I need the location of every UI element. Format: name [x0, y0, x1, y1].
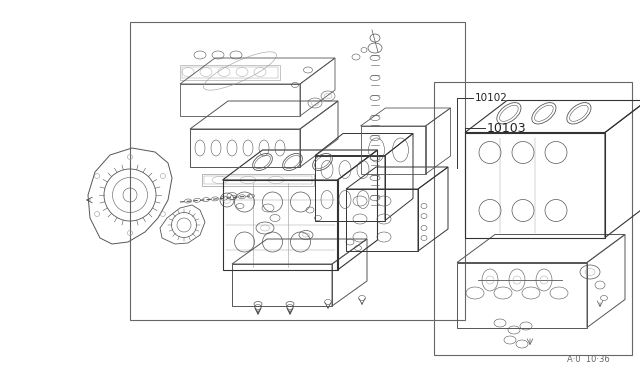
Text: 10102: 10102 — [475, 93, 508, 103]
Bar — [202, 174, 314, 186]
Bar — [434, 82, 632, 355]
Bar — [182, 67, 278, 78]
Text: A·0  10·36: A·0 10·36 — [567, 355, 610, 364]
Text: 10103: 10103 — [487, 122, 527, 135]
Bar — [204, 176, 312, 184]
Bar — [180, 65, 280, 80]
Bar — [130, 22, 465, 320]
